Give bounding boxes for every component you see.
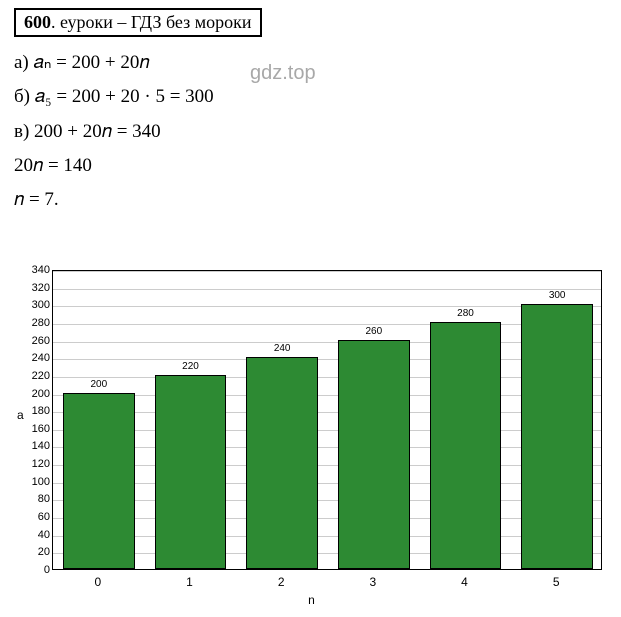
bar — [430, 322, 502, 569]
chart-plot-area: 200 220 240 260 280 300 — [52, 270, 602, 570]
gridline — [53, 483, 601, 484]
gridline — [53, 553, 601, 554]
y-tick-label: 300 — [20, 299, 50, 311]
y-tick-label: 120 — [20, 458, 50, 470]
y-tick-label: 140 — [20, 440, 50, 452]
y-tick-label: 160 — [20, 423, 50, 435]
y-tick-label: 320 — [20, 282, 50, 294]
gridline — [53, 395, 601, 396]
header-box: 600. еуроки – ГДЗ без мороки — [14, 8, 262, 37]
y-tick-label: 0 — [20, 564, 50, 576]
y-tick-label: 260 — [20, 335, 50, 347]
bar — [63, 393, 135, 569]
gridline — [53, 359, 601, 360]
gridline — [53, 412, 601, 413]
x-tick-label: 4 — [461, 575, 468, 589]
gridline — [53, 500, 601, 501]
x-tick-label: 2 — [278, 575, 285, 589]
header-text: . еуроки – ГДЗ без мороки — [51, 12, 252, 32]
gridline — [53, 342, 601, 343]
bar — [155, 375, 227, 569]
equations-block: а) 𝑎ₙ = 200 + 20𝑛 б) 𝑎₅ = 200 + 20 · 5 =… — [14, 47, 621, 216]
y-tick-label: 220 — [20, 370, 50, 382]
gridline — [53, 271, 601, 272]
y-tick-label: 80 — [20, 493, 50, 505]
gridline — [53, 430, 601, 431]
y-tick-label: 100 — [20, 476, 50, 488]
bar-value-label: 280 — [457, 308, 474, 319]
y-tick-label: 40 — [20, 529, 50, 541]
gridline — [53, 536, 601, 537]
gridline — [53, 465, 601, 466]
bar-value-label: 240 — [274, 343, 291, 354]
bar-value-label: 200 — [90, 379, 107, 390]
gridline — [53, 324, 601, 325]
x-tick-label: 3 — [369, 575, 376, 589]
bar-value-label: 300 — [549, 290, 566, 301]
equation-e: 𝑛 = 7. — [14, 184, 621, 216]
bar — [338, 340, 410, 569]
x-axis-label: n — [308, 593, 315, 607]
equation-c: в) 200 + 20𝑛 = 340 — [14, 116, 621, 148]
bar-value-label: 220 — [182, 361, 199, 372]
gridline — [53, 306, 601, 307]
bar-value-label: 260 — [365, 326, 382, 337]
x-tick-label: 1 — [186, 575, 193, 589]
y-tick-label: 240 — [20, 352, 50, 364]
x-tick-label: 5 — [553, 575, 560, 589]
equation-d: 20𝑛 = 140 — [14, 150, 621, 182]
problem-number: 600 — [24, 12, 51, 32]
bar-chart: a 200220240260280300 n 02040608010012014… — [14, 265, 609, 605]
y-tick-label: 200 — [20, 388, 50, 400]
equation-a: а) 𝑎ₙ = 200 + 20𝑛 — [14, 47, 621, 79]
y-tick-label: 60 — [20, 511, 50, 523]
y-tick-label: 180 — [20, 405, 50, 417]
gridline — [53, 377, 601, 378]
bar — [246, 357, 318, 569]
y-tick-label: 340 — [20, 264, 50, 276]
bar — [521, 304, 593, 569]
gridline — [53, 518, 601, 519]
y-tick-label: 20 — [20, 546, 50, 558]
equation-b: б) 𝑎₅ = 200 + 20 · 5 = 300 — [14, 81, 621, 113]
gridline — [53, 289, 601, 290]
x-tick-label: 0 — [94, 575, 101, 589]
y-tick-label: 280 — [20, 317, 50, 329]
gridline — [53, 447, 601, 448]
